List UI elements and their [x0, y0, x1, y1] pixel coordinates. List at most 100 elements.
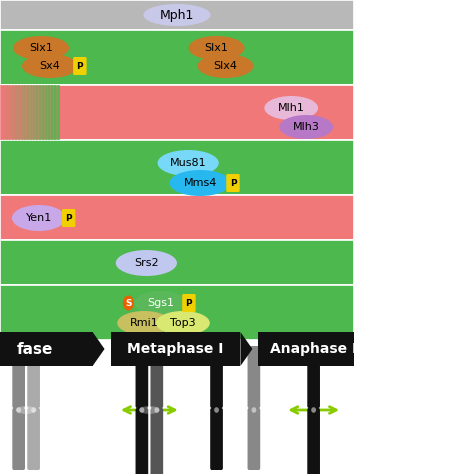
Text: Mlh1: Mlh1 [278, 103, 305, 113]
Ellipse shape [117, 311, 171, 335]
Ellipse shape [155, 407, 159, 413]
Bar [0, 0, 354, 30]
FancyBboxPatch shape [307, 408, 320, 474]
FancyBboxPatch shape [247, 346, 260, 408]
Bar [49, 85, 52, 140]
FancyBboxPatch shape [210, 346, 223, 408]
Text: P: P [186, 299, 192, 308]
Text: Slx1: Slx1 [205, 43, 228, 53]
Bar [13, 85, 16, 140]
Text: Top3: Top3 [170, 318, 196, 328]
FancyBboxPatch shape [136, 408, 148, 474]
FancyBboxPatch shape [307, 340, 320, 408]
FancyBboxPatch shape [62, 209, 75, 227]
Bar [54, 85, 56, 140]
Bar [34, 85, 36, 140]
Bar [4, 85, 7, 140]
Text: Sx4: Sx4 [40, 61, 61, 71]
Text: P: P [65, 213, 72, 222]
Bar [58, 85, 61, 140]
Bar [0, 240, 354, 285]
Bar [3, 85, 5, 140]
Bar [33, 85, 35, 140]
Text: P: P [230, 179, 237, 188]
FancyBboxPatch shape [136, 340, 148, 408]
Ellipse shape [29, 404, 38, 416]
Ellipse shape [16, 406, 36, 414]
FancyBboxPatch shape [27, 346, 40, 408]
Ellipse shape [252, 407, 256, 413]
Text: Anaphase I: Anaphase I [270, 342, 357, 356]
Text: Mlh3: Mlh3 [293, 122, 319, 132]
Bar [24, 85, 26, 140]
Ellipse shape [16, 407, 21, 413]
Bar [37, 85, 39, 140]
Bar [12, 85, 14, 140]
Bar [55, 85, 57, 140]
Ellipse shape [198, 54, 254, 78]
Ellipse shape [279, 115, 333, 139]
Circle shape [123, 295, 134, 310]
Ellipse shape [22, 54, 78, 78]
Bar [6, 85, 8, 140]
Bar [36, 85, 38, 140]
Ellipse shape [139, 407, 144, 413]
FancyBboxPatch shape [226, 174, 240, 192]
Text: Yen1: Yen1 [26, 213, 52, 223]
Ellipse shape [31, 407, 36, 413]
Ellipse shape [135, 291, 187, 315]
Text: P: P [77, 62, 83, 71]
FancyBboxPatch shape [150, 340, 163, 408]
Bar [51, 85, 53, 140]
Text: Rmi1: Rmi1 [130, 318, 158, 328]
FancyBboxPatch shape [27, 408, 40, 470]
Bar [387, 332, 474, 366]
Ellipse shape [212, 404, 221, 416]
Ellipse shape [14, 404, 24, 416]
FancyBboxPatch shape [12, 346, 25, 408]
FancyBboxPatch shape [182, 294, 196, 312]
Text: Sgs1: Sgs1 [147, 298, 174, 308]
Text: fase: fase [17, 341, 53, 356]
Bar [0, 85, 2, 140]
FancyBboxPatch shape [247, 408, 260, 470]
Ellipse shape [249, 404, 259, 416]
Ellipse shape [137, 404, 147, 416]
Text: S: S [125, 299, 132, 308]
Ellipse shape [264, 96, 318, 120]
Text: Slx4: Slx4 [213, 61, 237, 71]
FancyBboxPatch shape [12, 408, 25, 470]
Bar [31, 85, 34, 140]
Text: Slx1: Slx1 [29, 43, 53, 53]
Bar [19, 85, 22, 140]
Bar [42, 85, 44, 140]
Bar [0, 195, 354, 240]
Ellipse shape [157, 150, 219, 176]
Bar [0, 285, 354, 340]
Bar [0, 30, 354, 85]
Ellipse shape [170, 170, 231, 196]
Text: Srs2: Srs2 [134, 258, 159, 268]
Bar [40, 85, 43, 140]
Ellipse shape [13, 36, 69, 60]
Polygon shape [369, 332, 381, 366]
Bar [110, 332, 240, 366]
Bar [30, 85, 32, 140]
Bar [9, 85, 11, 140]
Bar [43, 85, 46, 140]
Ellipse shape [12, 205, 66, 231]
Bar [258, 332, 369, 366]
Text: Mms4: Mms4 [183, 178, 217, 188]
Bar [1, 85, 4, 140]
Ellipse shape [139, 406, 160, 414]
FancyBboxPatch shape [150, 408, 163, 474]
Ellipse shape [156, 311, 210, 335]
Bar [0, 332, 92, 366]
Bar [0, 140, 354, 195]
Bar [21, 85, 23, 140]
Bar [48, 85, 50, 140]
Ellipse shape [309, 404, 319, 416]
Bar [15, 85, 17, 140]
FancyBboxPatch shape [73, 57, 87, 75]
Ellipse shape [152, 404, 162, 416]
